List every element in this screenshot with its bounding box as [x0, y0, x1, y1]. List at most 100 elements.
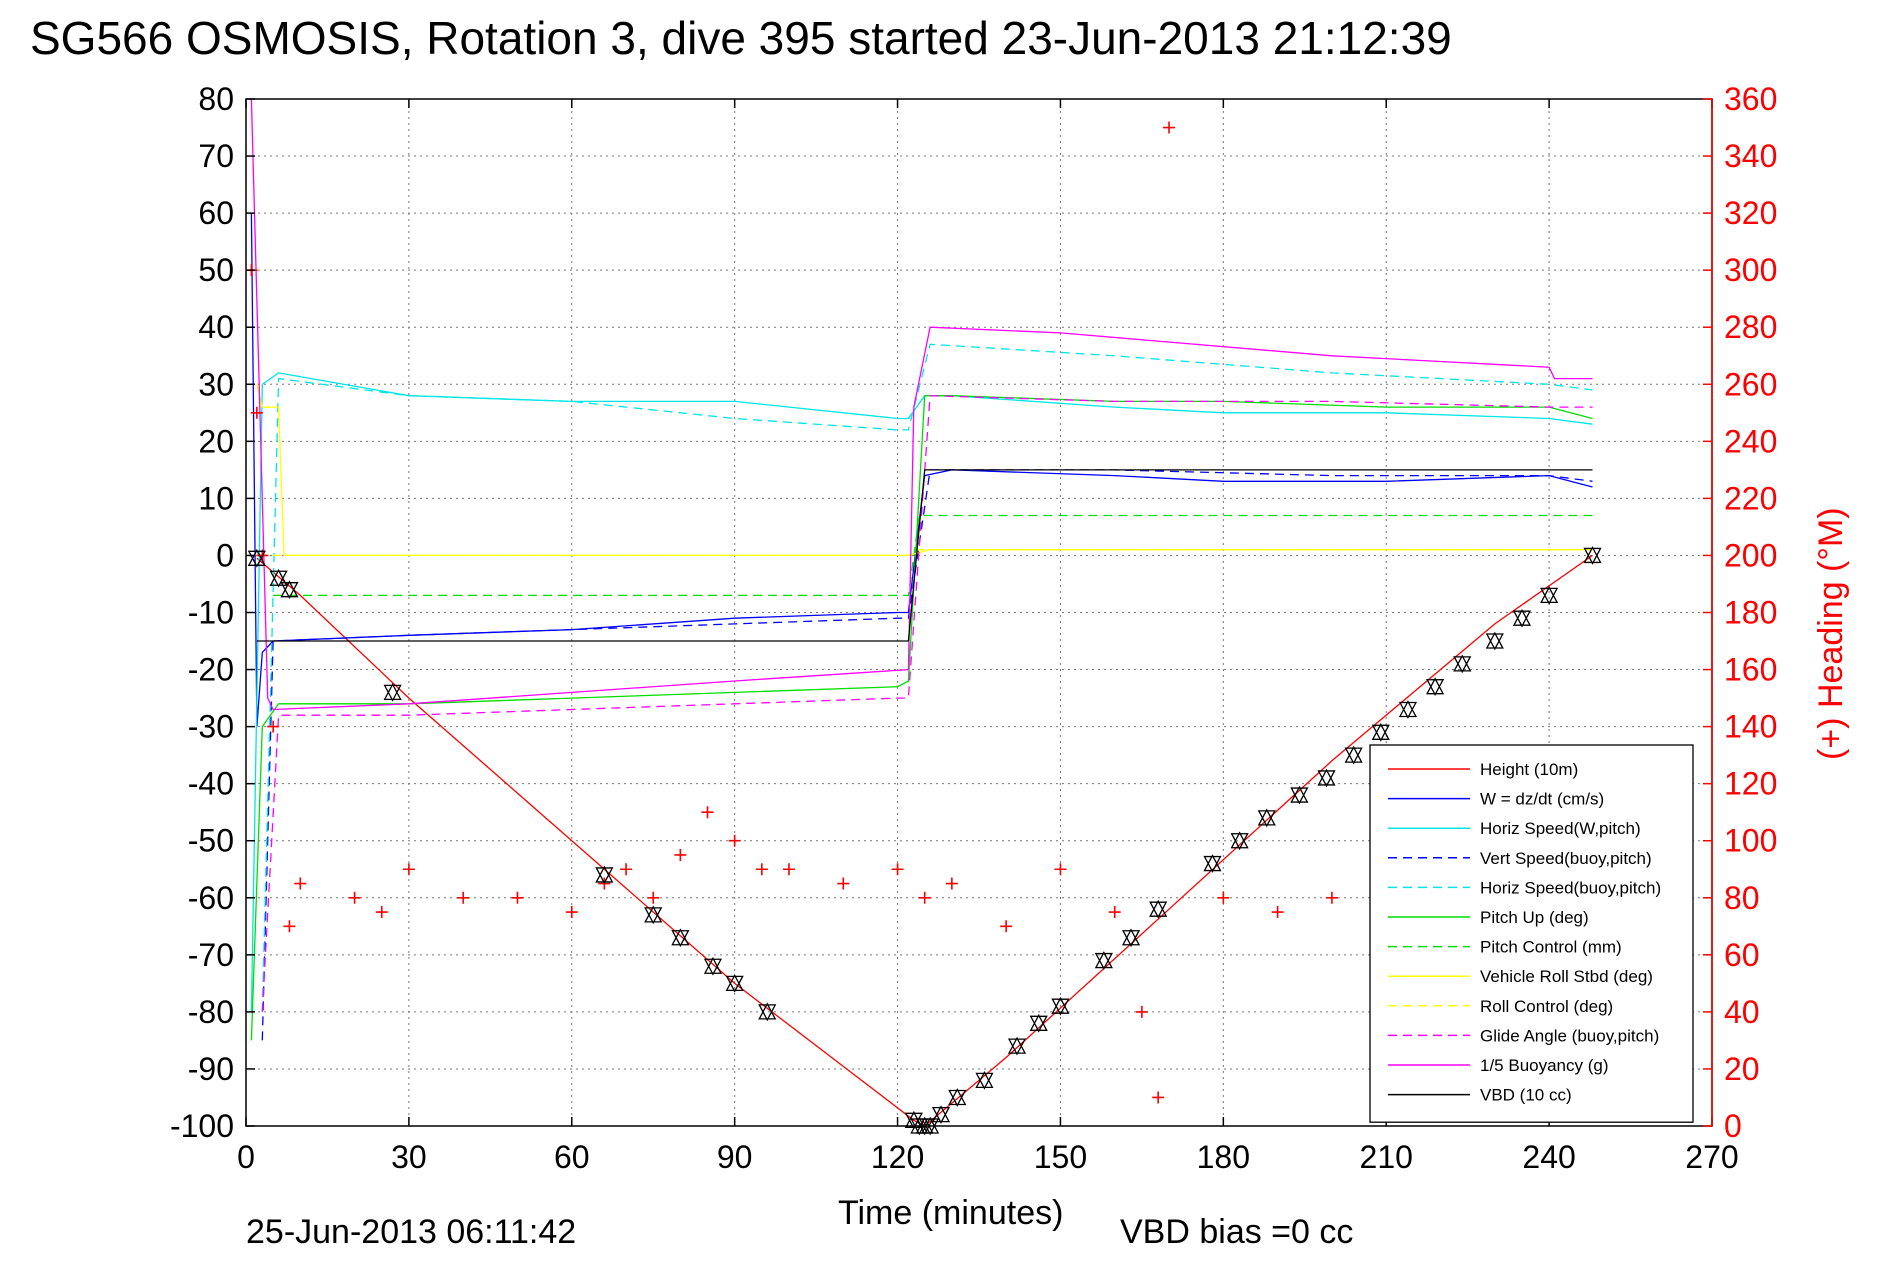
legend-entry: Height (10m) [1480, 760, 1578, 779]
heading-point [250, 406, 263, 419]
y-tick-label: -10 [188, 595, 234, 631]
height-marker [1121, 928, 1141, 948]
height-marker [1426, 677, 1445, 697]
y-tick-label: -90 [188, 1051, 234, 1087]
heading-point [294, 877, 307, 890]
height-marker [1290, 785, 1309, 805]
y-tick-label: -20 [188, 652, 234, 688]
grid [246, 99, 1712, 1126]
y2-tick-label: 220 [1724, 480, 1777, 516]
height-marker [1485, 631, 1504, 651]
heading-point [457, 891, 470, 904]
heading-point [1135, 1005, 1148, 1018]
height-marker [595, 865, 614, 885]
height-marker [1540, 586, 1559, 605]
height-marker [975, 1070, 994, 1090]
height-marker [948, 1088, 967, 1107]
y-tick-label: -30 [188, 709, 234, 745]
series-line-11 [250, 98, 1593, 711]
legend-entry: W = dz/dt (cm/s) [1480, 790, 1604, 809]
y-tick-label: 40 [198, 309, 234, 345]
series-line-2 [250, 213, 1593, 727]
y-tick-label: -70 [188, 937, 234, 973]
height-marker [725, 973, 744, 993]
heading-point [375, 906, 388, 919]
heading-point [647, 891, 660, 904]
height-marker [921, 1116, 940, 1136]
series-layer [250, 98, 1593, 1127]
y2-tick-label: 160 [1724, 652, 1777, 688]
height-marker [247, 548, 266, 568]
chart-title: SG566 OSMOSIS, Rotation 3, dive 395 star… [30, 12, 1452, 64]
heading-point [620, 863, 633, 876]
height-marker [644, 905, 663, 925]
heading-point [728, 834, 741, 847]
y-tick-label: 80 [198, 81, 234, 117]
y2-tick-label: 340 [1724, 138, 1777, 174]
y2-tick-label: 180 [1724, 595, 1777, 631]
series-line-4 [261, 469, 1593, 1041]
legend-box [1369, 744, 1694, 1123]
legend-entry: Pitch Control (mm) [1480, 938, 1622, 957]
heading-point [674, 848, 687, 861]
x-tick-label: 0 [237, 1139, 255, 1175]
y2-tick-label: 20 [1724, 1051, 1760, 1087]
y-tick-label: 70 [198, 138, 234, 174]
height-marker [383, 682, 402, 702]
heading-point [1000, 920, 1013, 933]
height-marker [280, 580, 299, 600]
heading-point [402, 863, 415, 876]
y2-tick-label: 320 [1724, 195, 1777, 231]
heading-point [1108, 906, 1121, 919]
height-marker [703, 956, 723, 976]
height-marker [1257, 808, 1276, 828]
legend-entry: Horiz Speed(buoy,pitch) [1480, 878, 1661, 897]
x-tick-label: 60 [554, 1139, 590, 1175]
x-tick-label: 90 [717, 1139, 753, 1175]
heading-point [1163, 121, 1176, 134]
series-line-12 [256, 469, 1593, 642]
heading-point [918, 891, 931, 904]
heading-point [348, 891, 361, 904]
y-tick-label: 60 [198, 195, 234, 231]
heading-point [891, 863, 904, 876]
height-marker [1512, 608, 1532, 628]
legend-entry: 1/5 Buoyancy (g) [1480, 1056, 1609, 1075]
heading-point [1325, 891, 1338, 904]
y-tick-label: 50 [198, 252, 234, 288]
height-marker [671, 928, 690, 948]
x-tick-label: 120 [871, 1139, 924, 1175]
y-tick-label: -100 [170, 1108, 234, 1144]
y2-tick-label: 140 [1724, 709, 1777, 745]
heading-point [837, 877, 850, 890]
height-marker [1007, 1036, 1027, 1056]
legend-entry: Pitch Up (deg) [1480, 908, 1589, 927]
heading-point [701, 806, 714, 819]
series-line-3 [250, 372, 1593, 1012]
height-marker [1453, 654, 1472, 674]
height-marker [1344, 745, 1363, 765]
legend: Height (10m) W = dz/dt (cm/s) Horiz Speed(… [1369, 744, 1694, 1123]
heading-point [1217, 891, 1230, 904]
y2-tick-label: 40 [1724, 994, 1760, 1030]
y2-tick-label: 80 [1724, 880, 1760, 916]
y-tick-label: 20 [198, 423, 234, 459]
y2-tick-label: 100 [1724, 823, 1777, 859]
markers-layer [247, 546, 1602, 1136]
legend-entry: VBD (10 cc) [1480, 1086, 1572, 1105]
y2-tick-label: 300 [1724, 252, 1777, 288]
y2-tick-label: 120 [1724, 766, 1777, 802]
heading-point [755, 863, 768, 876]
legend-entry: Vehicle Roll Stbd (deg) [1480, 967, 1653, 986]
heading-point [267, 720, 280, 733]
heading-point [945, 877, 958, 890]
y-tick-label: 10 [198, 480, 234, 516]
height-marker [269, 568, 288, 588]
height-marker [1398, 700, 1418, 719]
height-marker [1230, 831, 1249, 851]
y2-tick-label: 280 [1724, 309, 1777, 345]
height-marker [1583, 546, 1602, 565]
height-marker [1371, 722, 1390, 742]
y-tick-label: -50 [188, 823, 234, 859]
